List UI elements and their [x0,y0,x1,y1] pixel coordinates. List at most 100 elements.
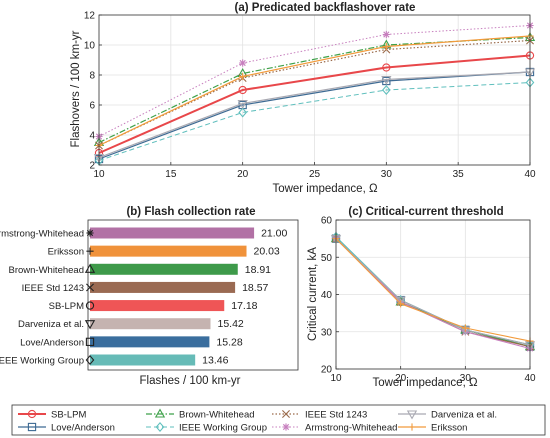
panel-b-bar-ieee-std-1243 [90,281,236,293]
panel-a-point-darveniza-et-al- [381,75,392,86]
panel-a-series-eriksson [98,35,531,147]
panel-c-point-eriksson [461,324,469,332]
panel-a-backflashover-rate: (a) Predicated backflashover rate Tower … [70,2,536,195]
panel-c-point-eriksson [397,300,405,308]
panel-b-value-label: 20.03 [254,246,280,258]
panel-a-xtick-label: 20 [237,169,249,180]
legend-marker [27,409,37,419]
panel-b-value-label: 18.91 [245,264,271,276]
panel-a-ytick-label: 4 [89,131,95,142]
legend-label: Armstrong-Whitehead [305,423,397,434]
panel-a-xtick-label: 10 [93,169,105,180]
panel-b-category-label: Armstrong-Whitehead [0,229,84,240]
panel-a-point-eriksson [382,42,390,51]
panel-b-value-label: 21.00 [261,228,287,240]
legend-label: Eriksson [431,423,467,434]
panel-b-category-label: SB-LPM [49,301,84,312]
panel-a-point-ieee-working-group [382,84,391,96]
panel-b-bar-eriksson [90,245,247,257]
panel-b-category-label: IEEE Std 1243 [22,283,84,294]
panel-c-series-armstrong-whitehead [335,238,531,350]
panel-a-ytick-label: 6 [89,101,95,112]
panel-a-xtick-label: 35 [453,169,465,180]
panel-c-ytick-label: 30 [321,327,333,338]
panel-a-series-sb-lpm [98,54,531,154]
panel-a-ytick-label: 10 [84,41,96,52]
panel-b-bar-ieee-working-group [90,354,196,366]
legend-label: IEEE Std 1243 [305,410,367,421]
legend-entry-love-anderson: Love/Anderson [18,423,115,434]
panel-c-xlabel: Tower impedance, Ω [372,377,478,389]
legend-entry-ieee-working-group: IEEE Working Group [146,421,267,434]
panel-a-xtick-label: 15 [165,169,177,180]
panel-a-xlabel: Tower impedance, Ω [272,183,378,195]
panel-c-xtick-label: 10 [330,373,342,384]
legend-label: Darveniza et al. [431,410,497,421]
panel-c-critical-current: (c) Critical-current threshold Tower imp… [307,206,536,389]
panel-c-frame [335,219,531,370]
panel-a-series-darveniza-et-al- [98,71,531,159]
panel-b-category-label: Brown-Whitehead [8,265,84,276]
legend-label: SB-LPM [51,410,86,421]
panel-a-xtick-label: 30 [381,169,393,180]
legend-marker [282,410,290,418]
panel-b-bar-marker-ieee-std-1243 [86,283,94,292]
panel-c-xtick-label: 30 [460,373,472,384]
panel-b-value-label: 18.57 [242,282,268,294]
legend-entry-sb-lpm: SB-LPM [18,410,86,421]
legend-marker [408,423,416,431]
panel-b-xlabel: Flashes / 100 km-yr [140,375,241,387]
panel-b-frame [87,219,299,371]
panel-b-value-label: 15.42 [217,318,243,330]
panel-a-point-armstrong-whitehead [239,59,247,67]
panel-c-ytick-label: 20 [321,365,333,376]
panel-b-value-label: 15.28 [216,336,242,348]
panel-b-bar-darveniza-et-al- [90,318,211,330]
panel-a-ytick-label: 12 [84,11,96,22]
panel-a-ytick-label: 8 [89,71,95,82]
panel-b-bar-marker-darveniza-et-al- [84,320,96,330]
panel-a-ytick-label: 2 [89,161,95,172]
panel-b-bar-marker-ieee-working-group [85,354,95,366]
legend-marker [155,421,165,433]
panel-b-value-label: 13.46 [202,355,228,367]
panel-b-bar-marker-sb-lpm [85,301,95,310]
panel-a-series-ieee-working-group [98,82,531,161]
panel-c-point-darveniza-et-al- [395,296,406,306]
panel-a-point-eriksson [239,72,247,81]
panel-a-ylabel: Flashovers / 100 km-yr [70,30,82,147]
panel-a-series-ieee-std-1243 [98,39,531,147]
panel-c-xtick-label: 40 [524,373,536,384]
panel-a-series-love-anderson [98,71,531,160]
legend-entry-eriksson: Eriksson [398,423,467,434]
panel-a-frame [98,14,531,166]
legend-entry-darveniza-et-al-: Darveniza et al. [398,410,497,421]
panel-a-point-ieee-working-group [238,107,247,118]
panel-a-title: (a) Predicated backflashover rate [235,2,416,14]
panel-b-category-label: IEEE Working Group [0,356,84,367]
panel-b-bar-love-anderson [90,336,210,348]
panel-c-ytick-label: 50 [321,253,333,264]
legend: SB-LPM Brown-Whitehead IEEE Std 1243 Darven… [11,404,546,436]
panel-a-point-sb-lpm [382,63,391,72]
legend-label: Love/Anderson [51,423,115,434]
panel-a-xtick-label: 40 [524,169,536,180]
panel-b-category-label: Love/Anderson [20,337,84,348]
legend-entry-ieee-std-1243: IEEE Std 1243 [272,410,367,421]
panel-a-point-darveniza-et-al- [237,99,248,110]
panel-c-series-eriksson [335,238,531,342]
panel-c-ylabel: Critical current, kA [307,247,319,341]
legend-label: Brown-Whitehead [179,410,255,421]
panel-a-point-armstrong-whitehead [382,30,390,39]
legend-entry-brown-whitehead: Brown-Whitehead [146,408,255,421]
legend-marker [154,408,166,418]
legend-label: IEEE Working Group [179,423,267,434]
panel-c-xtick-label: 20 [395,373,407,384]
panel-c-point-armstrong-whitehead [461,328,469,336]
panel-b-category-label: Eriksson [48,247,84,258]
panel-b-bar-marker-love-anderson [85,337,95,347]
panel-b-bar-sb-lpm [90,300,225,312]
panel-a-series-armstrong-whitehead [98,25,531,137]
panel-c-title: (c) Critical-current threshold [348,206,503,218]
